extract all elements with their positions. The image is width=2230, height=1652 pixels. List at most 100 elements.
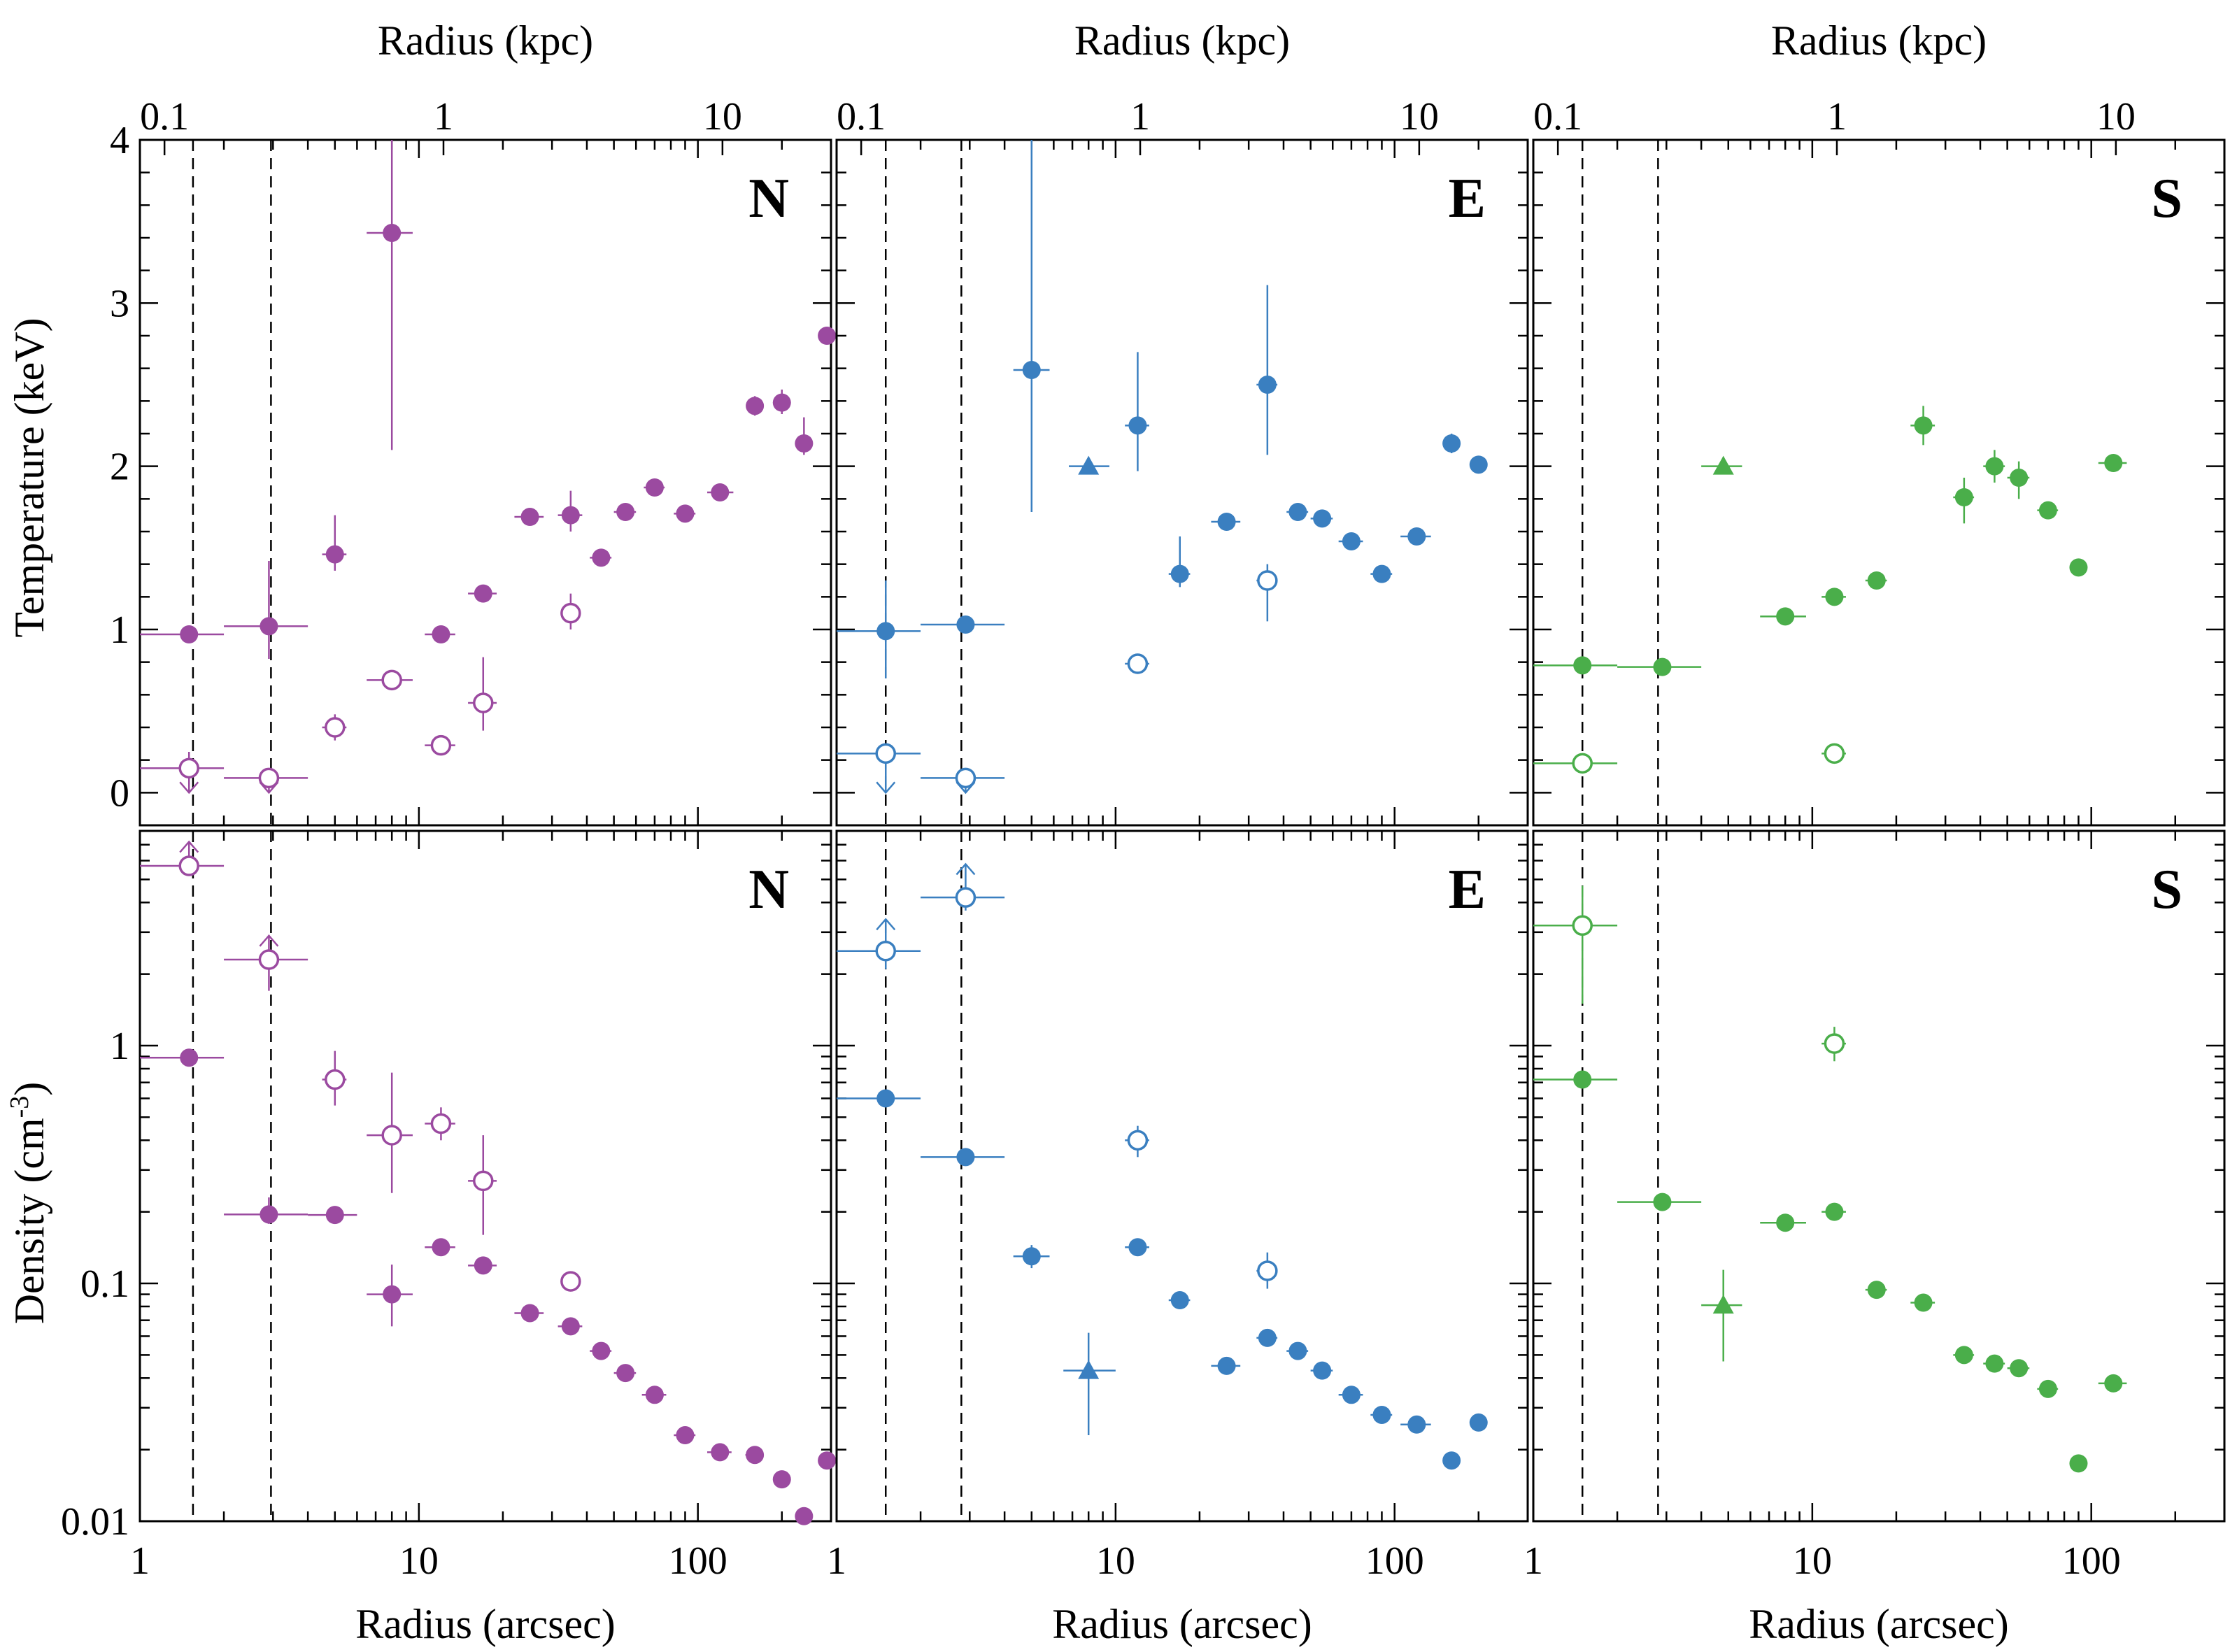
data-point [1256,1252,1278,1289]
data-point [367,1265,413,1327]
open-marker [430,1113,452,1134]
data-point [1168,536,1191,588]
open-marker [258,767,280,789]
filled-marker [956,1148,975,1167]
top-x-tick-label: 1 [1130,95,1150,138]
bottom-x-tick-label: 1 [130,1539,150,1583]
top-axis-title: Radius (kpc) [378,17,593,64]
data-point [140,840,225,876]
filled-marker [1825,1202,1844,1221]
panel-letter: N [748,859,789,920]
temperature-y-tick-label: 1 [110,608,129,652]
data-point [468,1135,497,1235]
data-point [795,1507,814,1525]
filled-marker [1776,607,1795,626]
data-point [1910,406,1936,446]
bottom-x-tick-label: 100 [1365,1539,1424,1583]
data-point [1400,1415,1431,1434]
panel-letter: E [1449,859,1486,920]
data-point [224,767,308,795]
data-point [1013,1245,1050,1269]
open-marker [473,692,494,713]
plot-frame [835,829,1529,1523]
panel-letter: S [2152,859,2183,920]
data-point [613,1364,637,1383]
data-point [558,490,583,532]
data-point [837,918,921,969]
filled-marker [1653,657,1672,676]
density-panel-s: S [1532,829,2226,1523]
data-point [1533,753,1618,774]
filled-marker [876,1089,895,1108]
data-point [468,584,497,603]
data-point [1370,564,1393,583]
plot-frame [139,829,832,1523]
filled-marker [1914,1293,1933,1312]
filled-marker [772,1470,791,1489]
filled-marker [474,1256,492,1275]
top-x-tick-label: 0.1 [837,95,886,138]
filled-marker [520,508,539,526]
data-point [1310,509,1333,528]
data-point [2098,1374,2127,1393]
data-point [818,327,837,345]
filled-marker [818,1451,837,1470]
data-point [1211,513,1241,531]
data-point [425,1107,455,1141]
filled-marker [746,397,765,415]
data-point [1338,532,1363,550]
open-marker [258,949,280,970]
filled-marker [260,1205,278,1224]
filled-marker [1825,588,1844,606]
filled-marker [1372,564,1391,583]
density-y-tick-label: 0.01 [61,1500,129,1544]
data-point [140,1048,225,1067]
filled-marker [1407,527,1426,546]
data-point [1821,1027,1846,1062]
data-point [322,1051,347,1106]
data-point [590,548,612,567]
bottom-axis-title: Radius (arcsec) [1052,1601,1312,1647]
filled-marker [956,615,975,634]
open-marker [955,887,976,908]
data-point [1701,455,1742,475]
filled-marker [1342,1386,1361,1404]
data-point [674,1426,696,1445]
data-point [2007,461,2030,499]
open-marker [1257,1260,1278,1281]
data-point [140,752,225,795]
filled-marker [260,617,278,636]
data-point [514,1304,544,1323]
filled-marker [1128,1238,1147,1257]
data-point [1821,1202,1846,1221]
filled-marker [1653,1192,1672,1211]
open-marker [1572,915,1593,937]
filled-marker [1313,1361,1332,1380]
filled-marker [1288,1341,1307,1360]
data-point [1983,450,2005,483]
data-point [837,1089,921,1108]
data-point [514,508,544,526]
lower-limit-arrow [956,862,976,876]
data-point [1256,1328,1278,1347]
data-point [2007,1359,2030,1378]
data-point [644,478,665,497]
data-point [1211,1356,1241,1375]
data-point [1760,607,1806,626]
open-marker [178,757,199,779]
filled-marker [1217,1356,1236,1375]
data-point [1069,455,1109,475]
filled-marker [520,1304,539,1323]
open-marker [1127,653,1149,674]
filled-marker [1407,1415,1426,1434]
data-point [795,417,814,455]
data-point [560,1271,581,1292]
triangle-marker [1712,455,1734,475]
temperature-panel-n: N [139,138,837,827]
filled-marker [383,1285,402,1304]
filled-marker [561,1317,580,1336]
filled-marker [180,625,199,643]
plot-frame [1532,829,2226,1523]
panel-letter: S [2152,168,2183,229]
filled-marker [2069,558,2088,577]
